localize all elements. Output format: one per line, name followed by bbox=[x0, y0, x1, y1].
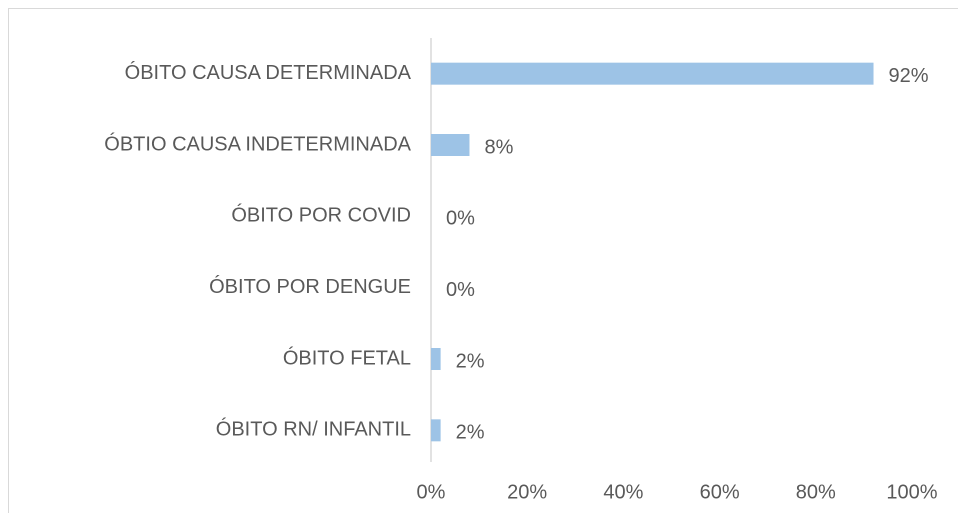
data-label: 2% bbox=[456, 422, 485, 444]
x-tick-label: 60% bbox=[700, 481, 740, 503]
y-tick-label: ÓBTIO CAUSA INDETERMINADA bbox=[104, 132, 411, 155]
chart-border bbox=[8, 8, 958, 513]
bar bbox=[431, 348, 441, 370]
data-label: 2% bbox=[456, 350, 485, 372]
x-tick-label: 80% bbox=[796, 481, 836, 503]
x-tick-label: 20% bbox=[507, 481, 547, 503]
bar bbox=[431, 134, 470, 156]
y-tick-label: ÓBITO CAUSA DETERMINADA bbox=[125, 61, 412, 84]
data-label: 0% bbox=[446, 208, 475, 230]
x-tick-label: 40% bbox=[603, 481, 643, 503]
y-tick-label: ÓBITO RN/ INFANTIL bbox=[216, 418, 411, 441]
bar bbox=[431, 62, 874, 85]
data-label: 92% bbox=[889, 65, 929, 87]
bar bbox=[431, 419, 441, 442]
y-tick-label: ÓBITO POR DENGUE bbox=[209, 275, 411, 298]
x-tick-label: 0% bbox=[417, 481, 446, 503]
data-label: 0% bbox=[446, 279, 475, 301]
x-tick-label: 100% bbox=[886, 481, 937, 503]
y-tick-label: ÓBITO FETAL bbox=[283, 346, 411, 369]
y-tick-label: ÓBITO POR COVID bbox=[231, 204, 411, 227]
data-label: 8% bbox=[484, 136, 513, 158]
